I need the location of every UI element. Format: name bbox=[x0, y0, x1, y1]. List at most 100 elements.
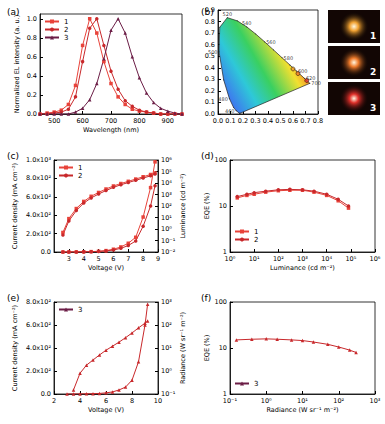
svg-text:10²: 10² bbox=[161, 202, 172, 210]
svg-text:5: 5 bbox=[97, 255, 101, 263]
svg-text:900: 900 bbox=[162, 117, 174, 125]
svg-text:0.3: 0.3 bbox=[250, 117, 260, 125]
svg-text:3: 3 bbox=[78, 306, 82, 314]
svg-text:10⁰: 10⁰ bbox=[161, 367, 172, 375]
svg-text:10: 10 bbox=[219, 202, 227, 210]
svg-text:1.0: 1.0 bbox=[27, 15, 37, 23]
svg-text:0.0: 0.0 bbox=[41, 390, 51, 398]
svg-text:Luminance (cd m⁻²): Luminance (cd m⁻²) bbox=[270, 264, 335, 272]
svg-text:580: 580 bbox=[284, 55, 294, 61]
svg-text:4: 4 bbox=[82, 255, 86, 263]
svg-text:2: 2 bbox=[370, 67, 376, 77]
svg-text:EQE (%): EQE (%) bbox=[203, 193, 211, 220]
svg-text:0.1: 0.1 bbox=[205, 98, 215, 106]
svg-text:500: 500 bbox=[48, 117, 60, 125]
svg-text:0.5: 0.5 bbox=[275, 117, 285, 125]
svg-text:Radiance (W sr⁻¹ m⁻²): Radiance (W sr⁻¹ m⁻²) bbox=[179, 312, 187, 384]
svg-text:10¹: 10¹ bbox=[297, 397, 308, 405]
svg-text:10¹: 10¹ bbox=[249, 255, 260, 263]
svg-text:0.4: 0.4 bbox=[263, 117, 273, 125]
svg-text:10⁻¹: 10⁻¹ bbox=[223, 397, 238, 405]
svg-text:700: 700 bbox=[311, 80, 321, 86]
svg-text:(c): (c) bbox=[7, 151, 19, 161]
svg-text:10: 10 bbox=[219, 344, 227, 352]
svg-text:100: 100 bbox=[215, 156, 227, 164]
svg-text:1: 1 bbox=[370, 31, 376, 41]
svg-text:480: 480 bbox=[218, 96, 228, 102]
svg-text:Voltage (V): Voltage (V) bbox=[88, 264, 124, 272]
svg-text:10³: 10³ bbox=[370, 397, 381, 405]
svg-text:0.4: 0.4 bbox=[27, 72, 37, 80]
svg-text:10⁴: 10⁴ bbox=[321, 255, 332, 263]
svg-text:3: 3 bbox=[67, 255, 71, 263]
svg-text:6: 6 bbox=[104, 397, 108, 405]
svg-text:0.3: 0.3 bbox=[205, 75, 215, 83]
svg-text:520: 520 bbox=[223, 11, 233, 17]
svg-text:1.0x10³: 1.0x10³ bbox=[26, 156, 51, 164]
svg-text:10⁻²: 10⁻² bbox=[161, 248, 176, 256]
svg-text:10²: 10² bbox=[333, 397, 344, 405]
svg-text:2: 2 bbox=[52, 397, 56, 405]
svg-text:10⁶: 10⁶ bbox=[161, 156, 172, 164]
svg-text:10⁰: 10⁰ bbox=[261, 397, 272, 405]
svg-text:Normalized EL intensity (a. u.: Normalized EL intensity (a. u.) bbox=[13, 15, 21, 113]
svg-text:10³: 10³ bbox=[297, 255, 308, 263]
svg-text:8: 8 bbox=[130, 397, 134, 405]
svg-text:10¹: 10¹ bbox=[161, 214, 172, 222]
svg-text:3: 3 bbox=[64, 34, 68, 42]
svg-text:4.0x10²: 4.0x10² bbox=[26, 211, 51, 219]
svg-text:4.0x10²: 4.0x10² bbox=[26, 344, 51, 352]
svg-text:3: 3 bbox=[370, 103, 376, 113]
svg-text:0.6: 0.6 bbox=[288, 117, 298, 125]
svg-text:1: 1 bbox=[254, 228, 258, 236]
svg-text:10⁻¹: 10⁻¹ bbox=[161, 237, 176, 245]
svg-text:6.0x10²: 6.0x10² bbox=[26, 321, 51, 329]
svg-text:Current density (mA cm⁻²): Current density (mA cm⁻²) bbox=[11, 163, 19, 249]
svg-text:0.0: 0.0 bbox=[27, 110, 37, 118]
svg-text:0.6: 0.6 bbox=[27, 53, 37, 61]
svg-text:8.0x10²: 8.0x10² bbox=[26, 298, 51, 306]
svg-text:10²: 10² bbox=[273, 255, 284, 263]
svg-text:0.0: 0.0 bbox=[213, 117, 223, 125]
svg-text:Voltage (V): Voltage (V) bbox=[88, 406, 124, 414]
svg-text:6.0x10²: 6.0x10² bbox=[26, 193, 51, 201]
svg-text:10⁶: 10⁶ bbox=[370, 255, 381, 263]
svg-text:0.7: 0.7 bbox=[300, 117, 310, 125]
svg-text:10⁴: 10⁴ bbox=[161, 179, 172, 187]
svg-text:3: 3 bbox=[254, 380, 258, 388]
svg-text:(b): (b) bbox=[201, 7, 214, 17]
svg-text:0.8: 0.8 bbox=[205, 18, 215, 26]
svg-text:(f): (f) bbox=[201, 293, 211, 303]
svg-text:10³: 10³ bbox=[161, 298, 172, 306]
svg-text:0.2: 0.2 bbox=[27, 91, 37, 99]
svg-text:0.8: 0.8 bbox=[313, 117, 323, 125]
svg-text:1: 1 bbox=[64, 18, 68, 26]
svg-text:9: 9 bbox=[156, 255, 160, 263]
svg-text:10: 10 bbox=[154, 397, 162, 405]
svg-text:600: 600 bbox=[298, 68, 308, 74]
svg-text:2.0x10²: 2.0x10² bbox=[26, 230, 51, 238]
svg-text:0.0: 0.0 bbox=[41, 248, 51, 256]
svg-text:600: 600 bbox=[76, 117, 88, 125]
svg-text:800: 800 bbox=[133, 117, 145, 125]
svg-text:0.1: 0.1 bbox=[225, 117, 235, 125]
svg-text:0.2: 0.2 bbox=[205, 87, 215, 95]
svg-text:2.0x10²: 2.0x10² bbox=[26, 367, 51, 375]
svg-text:2: 2 bbox=[64, 26, 68, 34]
svg-text:8.0x10²: 8.0x10² bbox=[26, 174, 51, 182]
svg-text:10⁻¹: 10⁻¹ bbox=[161, 390, 176, 398]
svg-text:10⁵: 10⁵ bbox=[161, 168, 172, 176]
svg-text:10³: 10³ bbox=[161, 191, 172, 199]
svg-text:2: 2 bbox=[254, 236, 258, 244]
svg-text:Radiance (W sr⁻¹ m⁻²): Radiance (W sr⁻¹ m⁻²) bbox=[266, 406, 338, 414]
svg-text:2: 2 bbox=[78, 172, 82, 180]
svg-text:0.8: 0.8 bbox=[27, 34, 37, 42]
svg-text:500: 500 bbox=[208, 49, 218, 55]
svg-text:6: 6 bbox=[111, 255, 115, 263]
svg-text:(d): (d) bbox=[201, 151, 214, 161]
svg-text:1: 1 bbox=[78, 164, 82, 172]
svg-text:10⁰: 10⁰ bbox=[225, 255, 236, 263]
svg-text:700: 700 bbox=[105, 117, 117, 125]
svg-text:10¹: 10¹ bbox=[161, 344, 172, 352]
svg-text:0.2: 0.2 bbox=[238, 117, 248, 125]
